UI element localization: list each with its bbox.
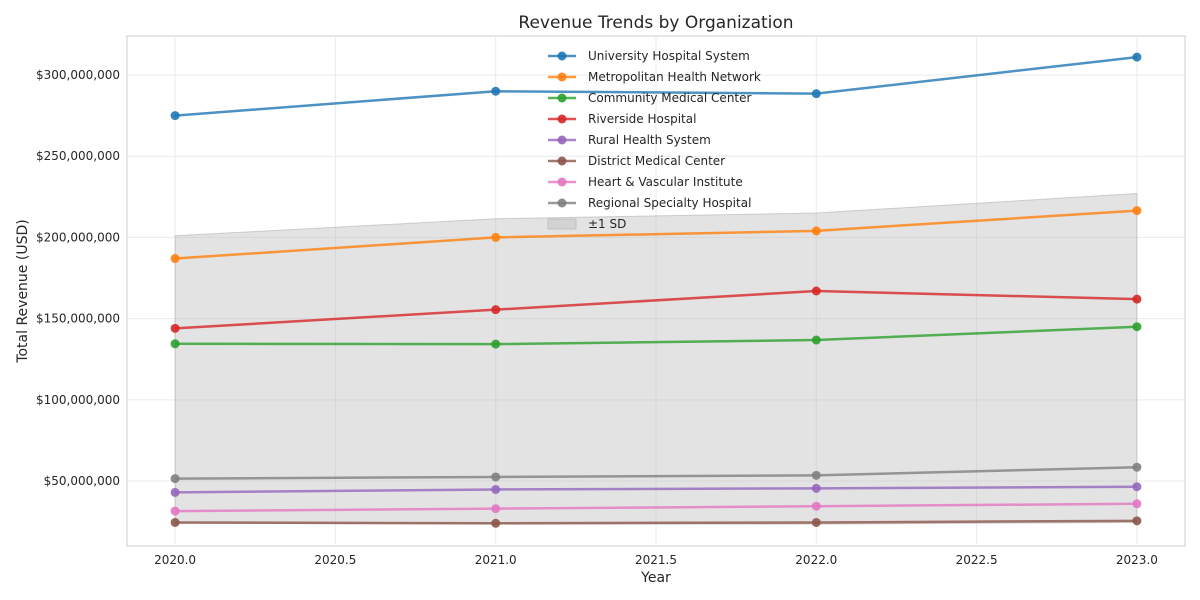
data-point <box>1132 206 1142 216</box>
x-axis-ticks: 2020.0 2020.5 2021.0 2021.5 2022.0 2022.5 2023… <box>154 553 1158 567</box>
x-axis-label: Year <box>640 570 671 586</box>
series-4 <box>170 482 1142 497</box>
x-tick-label: 2021.0 <box>475 553 517 567</box>
data-point <box>170 474 180 484</box>
legend-marker <box>557 72 567 82</box>
series-line <box>175 465 1137 480</box>
legend-label: Regional Specialty Hospital <box>588 196 751 210</box>
data-point <box>1132 482 1142 492</box>
series-0 <box>170 52 1142 121</box>
legend: University Hospital System Metropolitan H… <box>547 49 761 231</box>
y-tick-label: $150,000,000 <box>36 312 120 326</box>
legend-label: Community Medical Center <box>588 91 752 105</box>
data-point <box>1132 52 1142 62</box>
series-1 <box>170 206 1142 264</box>
legend-item: Regional Specialty Hospital <box>548 196 751 210</box>
series-line <box>175 485 1137 494</box>
y-tick-label: $250,000,000 <box>36 149 120 163</box>
data-point <box>811 483 821 493</box>
data-point <box>170 254 180 264</box>
data-point <box>811 226 821 236</box>
data-point <box>491 484 501 494</box>
data-point <box>491 232 501 242</box>
y-tick-label: $300,000,000 <box>36 68 120 82</box>
series-3 <box>170 286 1142 333</box>
data-point <box>170 517 180 527</box>
data-point <box>170 323 180 333</box>
series-line <box>175 519 1137 525</box>
y-tick-label: $100,000,000 <box>36 393 120 407</box>
legend-label: District Medical Center <box>588 154 725 168</box>
legend-marker <box>557 156 567 166</box>
legend-item: Rural Health System <box>548 133 711 147</box>
data-point <box>811 286 821 296</box>
series-5 <box>170 516 1142 528</box>
sd-band-layer <box>174 193 1138 525</box>
legend-item-band: ±1 SD <box>547 217 626 231</box>
legend-item: Community Medical Center <box>548 91 752 105</box>
x-tick-label: 2021.5 <box>635 553 677 567</box>
data-point <box>1132 322 1142 332</box>
data-point <box>170 506 180 516</box>
x-tick-label: 2022.5 <box>956 553 998 567</box>
legend-marker <box>557 198 567 208</box>
series-line <box>175 289 1137 330</box>
data-point <box>491 86 501 96</box>
x-tick-label: 2020.0 <box>154 553 196 567</box>
data-point <box>811 470 821 480</box>
legend-item: Riverside Hospital <box>548 112 696 126</box>
chart-title: Revenue Trends by Organization <box>518 13 793 33</box>
y-axis-label: Total Revenue (USD) <box>15 219 31 363</box>
series-2 <box>170 322 1142 349</box>
data-point <box>491 472 501 482</box>
series-line <box>175 209 1137 260</box>
data-point <box>491 339 501 349</box>
legend-marker <box>557 93 567 103</box>
series-line <box>174 55 1138 117</box>
data-point <box>1132 516 1142 526</box>
legend-item: Metropolitan Health Network <box>548 70 761 84</box>
y-tick-label: $50,000,000 <box>44 474 120 488</box>
legend-label: Heart & Vascular Institute <box>588 175 743 189</box>
legend-item: University Hospital System <box>548 49 750 63</box>
sd-band <box>174 193 1138 525</box>
data-point <box>1132 499 1142 509</box>
y-axis-ticks: $50,000,000 $100,000,000 $150,000,000 $200,… <box>36 68 120 488</box>
legend-label: University Hospital System <box>588 49 750 63</box>
legend-label: Riverside Hospital <box>588 112 696 126</box>
data-point <box>170 111 180 121</box>
data-point <box>811 89 821 99</box>
series-6 <box>170 499 1142 516</box>
legend-item: District Medical Center <box>548 154 725 168</box>
x-tick-label: 2022.0 <box>795 553 837 567</box>
y-tick-label: $200,000,000 <box>36 230 120 244</box>
data-point <box>1132 294 1142 304</box>
legend-marker <box>557 114 567 124</box>
data-point <box>491 518 501 528</box>
legend-marker <box>557 177 567 187</box>
legend-label: Rural Health System <box>588 133 711 147</box>
series-layer <box>170 52 1142 528</box>
legend-label: Metropolitan Health Network <box>588 70 761 84</box>
series-7 <box>170 462 1142 484</box>
x-tick-label: 2020.5 <box>314 553 356 567</box>
legend-label: ±1 SD <box>588 217 626 231</box>
data-point <box>491 305 501 315</box>
data-point <box>170 339 180 349</box>
data-point <box>811 335 821 345</box>
data-point <box>491 504 501 514</box>
data-point <box>1132 462 1142 472</box>
x-tick-label: 2023.0 <box>1116 553 1158 567</box>
series-line <box>175 325 1137 346</box>
series-line <box>175 502 1137 513</box>
data-point <box>811 501 821 511</box>
legend-marker <box>557 51 567 61</box>
data-point <box>170 487 180 497</box>
legend-marker <box>557 135 567 145</box>
legend-item: Heart & Vascular Institute <box>548 175 743 189</box>
legend-band-swatch <box>547 218 577 230</box>
data-point <box>811 517 821 527</box>
